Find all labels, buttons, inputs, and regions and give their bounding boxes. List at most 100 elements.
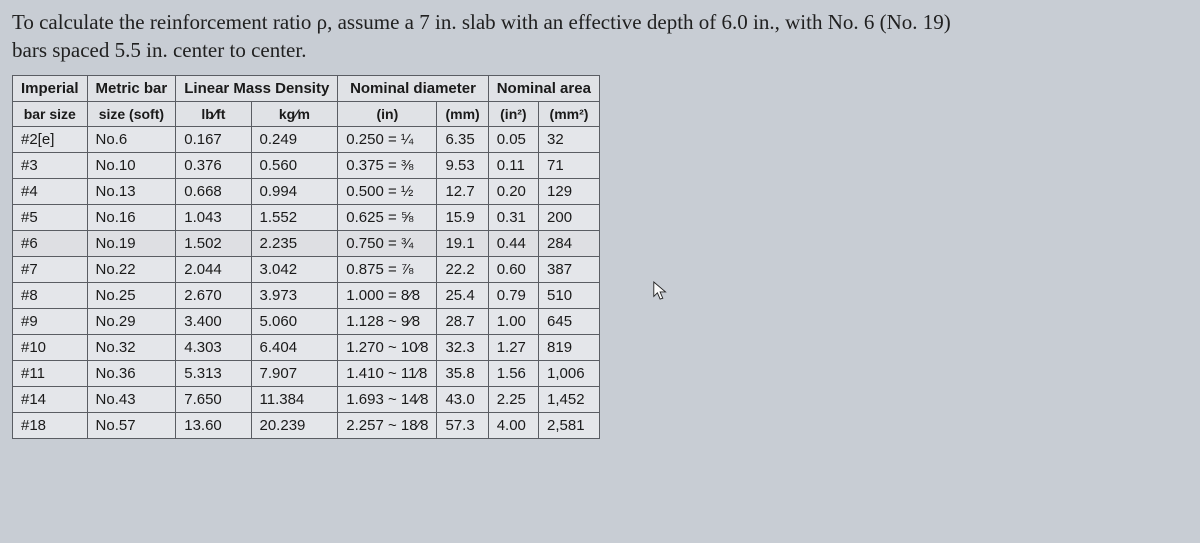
cell-lb: 1.502 [176, 230, 251, 256]
col-imperial: Imperial [13, 75, 88, 101]
cell-amm: 1,006 [539, 360, 600, 386]
col-metric: Metric bar [87, 75, 176, 101]
cell-din: 1.000 = 8⁄8 [338, 282, 437, 308]
cell-kg: 3.973 [251, 282, 338, 308]
cell-dmm: 43.0 [437, 386, 488, 412]
cell-kg: 0.249 [251, 126, 338, 152]
table-row: #18No.5713.6020.2392.257 ~ 18⁄857.34.002… [13, 412, 600, 438]
sub-mm: (mm) [437, 101, 488, 126]
cell-amm: 1,452 [539, 386, 600, 412]
problem-line-2: bars spaced 5.5 in. center to center. [12, 38, 306, 62]
cell-lb: 0.668 [176, 178, 251, 204]
cell-ain: 0.05 [488, 126, 538, 152]
rebar-table: Imperial Metric bar Linear Mass Density … [12, 75, 600, 439]
cell-din: 2.257 ~ 18⁄8 [338, 412, 437, 438]
cell-imp: #9 [13, 308, 88, 334]
cell-din: 0.375 = ⅜ [338, 152, 437, 178]
cell-dmm: 22.2 [437, 256, 488, 282]
mouse-cursor-icon [652, 280, 670, 302]
cell-lb: 1.043 [176, 204, 251, 230]
cell-kg: 3.042 [251, 256, 338, 282]
cell-imp: #2[e] [13, 126, 88, 152]
cell-lb: 0.376 [176, 152, 251, 178]
table-row: #5No.161.0431.5520.625 = ⅝15.90.31200 [13, 204, 600, 230]
col-nd: Nominal diameter [338, 75, 488, 101]
problem-statement: To calculate the reinforcement ratio ρ, … [12, 8, 1188, 65]
sub-kg-m: kg⁄m [251, 101, 338, 126]
cell-imp: #18 [13, 412, 88, 438]
cell-imp: #7 [13, 256, 88, 282]
cell-kg: 7.907 [251, 360, 338, 386]
cell-amm: 284 [539, 230, 600, 256]
cell-ain: 2.25 [488, 386, 538, 412]
cell-metric: No.16 [87, 204, 176, 230]
sub-bar-size: bar size [13, 101, 88, 126]
cell-kg: 0.994 [251, 178, 338, 204]
cell-imp: #10 [13, 334, 88, 360]
cell-metric: No.22 [87, 256, 176, 282]
cell-amm: 387 [539, 256, 600, 282]
cell-amm: 71 [539, 152, 600, 178]
cell-ain: 1.27 [488, 334, 538, 360]
col-lmd: Linear Mass Density [176, 75, 338, 101]
cell-kg: 5.060 [251, 308, 338, 334]
cell-ain: 1.00 [488, 308, 538, 334]
cell-lb: 0.167 [176, 126, 251, 152]
sub-in: (in) [338, 101, 437, 126]
cell-dmm: 9.53 [437, 152, 488, 178]
cell-lb: 2.670 [176, 282, 251, 308]
cell-dmm: 12.7 [437, 178, 488, 204]
cell-amm: 129 [539, 178, 600, 204]
cell-lb: 5.313 [176, 360, 251, 386]
cell-lb: 3.400 [176, 308, 251, 334]
table-row: #9No.293.4005.0601.128 ~ 9⁄828.71.00645 [13, 308, 600, 334]
cell-metric: No.19 [87, 230, 176, 256]
cell-metric: No.10 [87, 152, 176, 178]
cell-amm: 510 [539, 282, 600, 308]
cell-din: 0.625 = ⅝ [338, 204, 437, 230]
cell-ain: 1.56 [488, 360, 538, 386]
table-row: #10No.324.3036.4041.270 ~ 10⁄832.31.2781… [13, 334, 600, 360]
cell-metric: No.36 [87, 360, 176, 386]
cell-din: 0.500 = ½ [338, 178, 437, 204]
cell-amm: 32 [539, 126, 600, 152]
cell-metric: No.13 [87, 178, 176, 204]
sub-mm2: (mm²) [539, 101, 600, 126]
cell-din: 1.410 ~ 11⁄8 [338, 360, 437, 386]
cell-din: 1.128 ~ 9⁄8 [338, 308, 437, 334]
cell-kg: 2.235 [251, 230, 338, 256]
cell-imp: #4 [13, 178, 88, 204]
cell-lb: 2.044 [176, 256, 251, 282]
table-row: #2[e]No.60.1670.2490.250 = ¼6.350.0532 [13, 126, 600, 152]
cell-metric: No.43 [87, 386, 176, 412]
cell-ain: 0.20 [488, 178, 538, 204]
sub-size-soft: size (soft) [87, 101, 176, 126]
cell-imp: #3 [13, 152, 88, 178]
cell-amm: 819 [539, 334, 600, 360]
cell-imp: #14 [13, 386, 88, 412]
cell-metric: No.32 [87, 334, 176, 360]
cell-dmm: 32.3 [437, 334, 488, 360]
cell-lb: 13.60 [176, 412, 251, 438]
cell-imp: #11 [13, 360, 88, 386]
cell-dmm: 15.9 [437, 204, 488, 230]
table-row: #7No.222.0443.0420.875 = ⅞22.20.60387 [13, 256, 600, 282]
cell-amm: 2,581 [539, 412, 600, 438]
cell-kg: 20.239 [251, 412, 338, 438]
cell-din: 0.750 = ¾ [338, 230, 437, 256]
cell-imp: #6 [13, 230, 88, 256]
cell-ain: 0.79 [488, 282, 538, 308]
cell-metric: No.57 [87, 412, 176, 438]
cell-kg: 1.552 [251, 204, 338, 230]
cell-dmm: 57.3 [437, 412, 488, 438]
table-row: #4No.130.6680.9940.500 = ½12.70.20129 [13, 178, 600, 204]
table-row: #3No.100.3760.5600.375 = ⅜9.530.1171 [13, 152, 600, 178]
cell-imp: #8 [13, 282, 88, 308]
cell-din: 0.875 = ⅞ [338, 256, 437, 282]
cell-din: 0.250 = ¼ [338, 126, 437, 152]
table-row: #14No.437.65011.3841.693 ~ 14⁄843.02.251… [13, 386, 600, 412]
cell-metric: No.6 [87, 126, 176, 152]
cell-din: 1.270 ~ 10⁄8 [338, 334, 437, 360]
cell-dmm: 35.8 [437, 360, 488, 386]
cell-dmm: 25.4 [437, 282, 488, 308]
